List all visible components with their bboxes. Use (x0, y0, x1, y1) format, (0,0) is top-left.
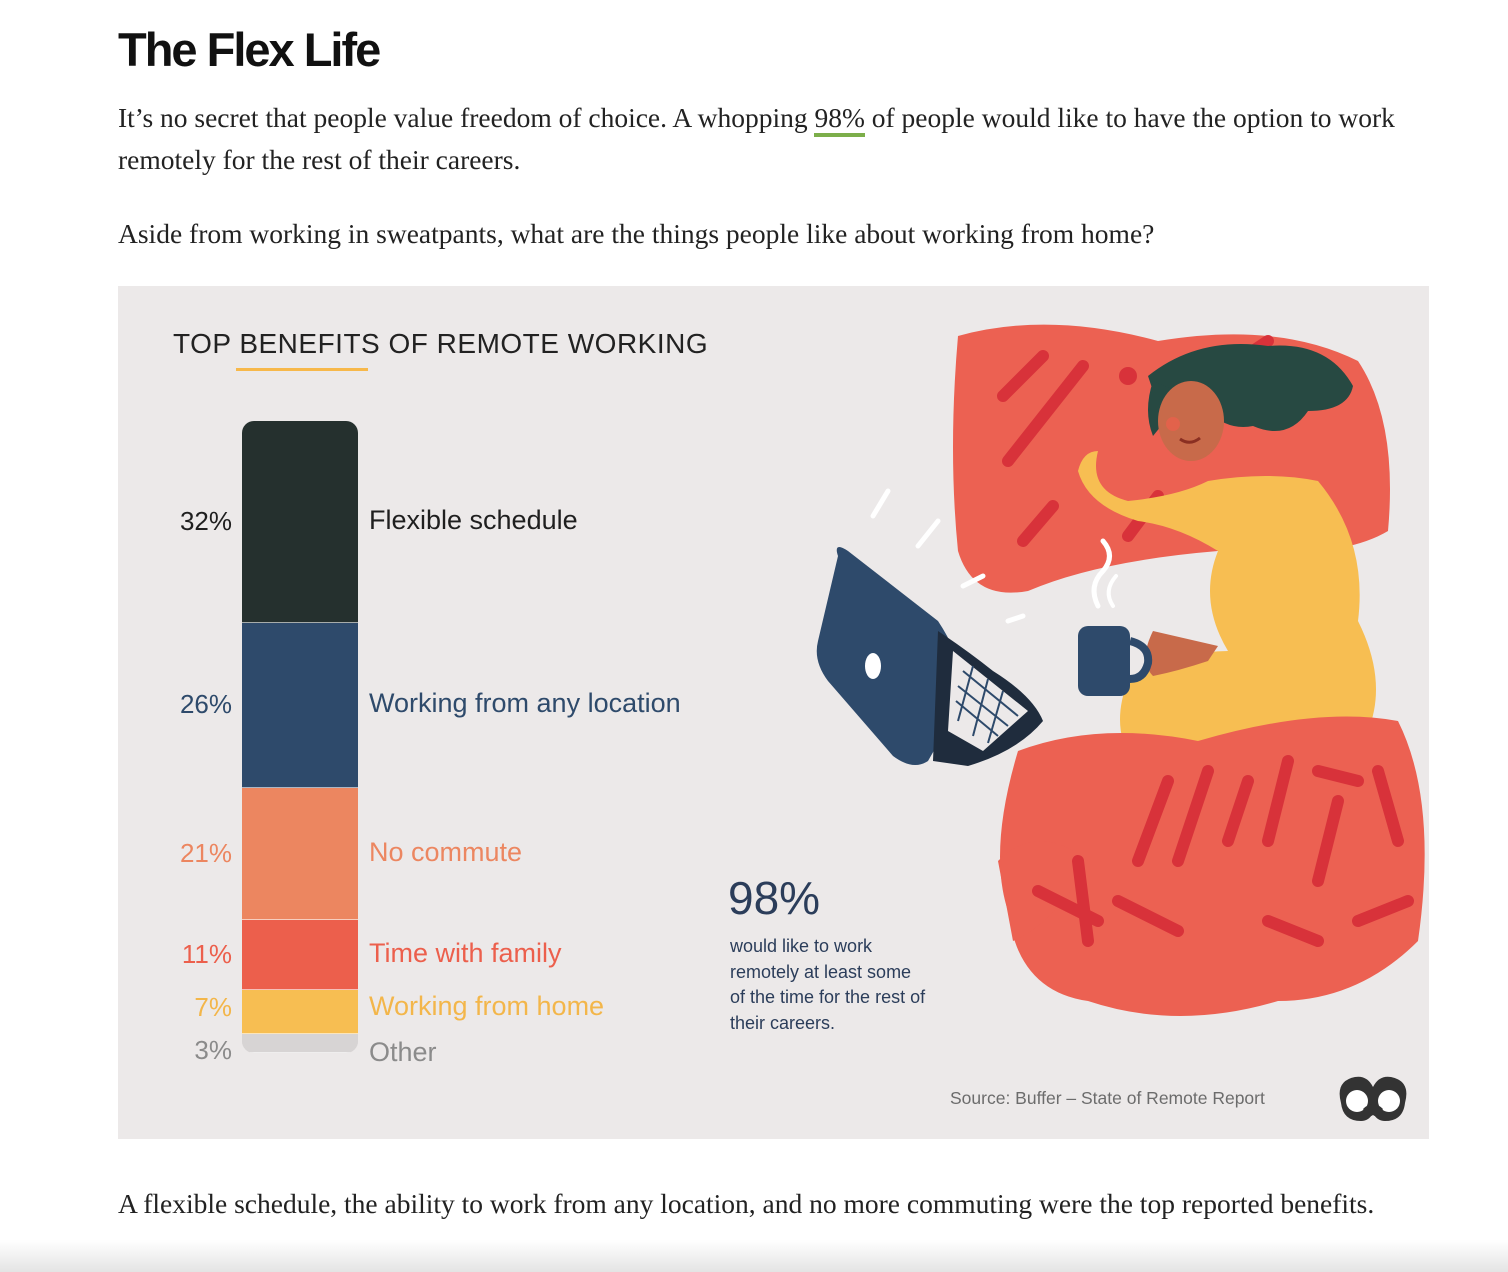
binoculars-logo-icon (1339, 1076, 1407, 1121)
conclusion-paragraph: A flexible schedule, the ability to work… (118, 1188, 1375, 1219)
intro-text-start: It’s no secret that people value freedom… (118, 102, 815, 133)
category-label: Working from home (369, 990, 605, 1021)
big-stat: 98% (728, 872, 821, 924)
question-paragraph: Aside from working in sweatpants, what a… (118, 218, 1155, 249)
percent-label: 32% (179, 506, 232, 537)
percent-label: 7% (194, 991, 232, 1022)
article-title: The Flex Life (118, 23, 381, 76)
remote-benefits-infographic: TOP BENEFITS OF REMOTE WORKING 32% Flexib… (118, 286, 1429, 1139)
intro-paragraph: It’s no secret that people value freedom… (118, 97, 1428, 181)
scroll-fade (0, 1240, 1508, 1272)
category-label: Other (369, 1036, 437, 1067)
bar-segment (242, 421, 358, 624)
percent-label: 21% (179, 837, 232, 868)
title-underline (236, 368, 368, 371)
bar-segment (242, 623, 358, 788)
stat-caption: would like to work remotely at least som… (730, 936, 926, 1033)
stacked-bar (242, 421, 358, 1053)
category-label: Time with family (369, 938, 562, 969)
percent-label: 11% (181, 939, 232, 970)
bar-segment (242, 989, 358, 1035)
woman-lying-in-bed-with-laptop-icon (816, 324, 1425, 1016)
stat-link[interactable]: 98% (814, 102, 865, 137)
bar-segment (242, 1034, 358, 1053)
percent-label: 3% (194, 1034, 232, 1065)
bar-segment (242, 920, 358, 990)
intro-text-end: of people would like to have the option … (118, 102, 1395, 175)
infographic-title: TOP BENEFITS OF REMOTE WORKING (173, 328, 709, 359)
source-credit: Source: Buffer – State of Remote Report (950, 1088, 1265, 1108)
percent-label: 26% (179, 689, 232, 720)
category-label: No commute (369, 836, 523, 867)
bar-segment (242, 787, 358, 921)
category-label: Flexible schedule (369, 505, 578, 536)
category-label: Working from any location (369, 688, 681, 719)
